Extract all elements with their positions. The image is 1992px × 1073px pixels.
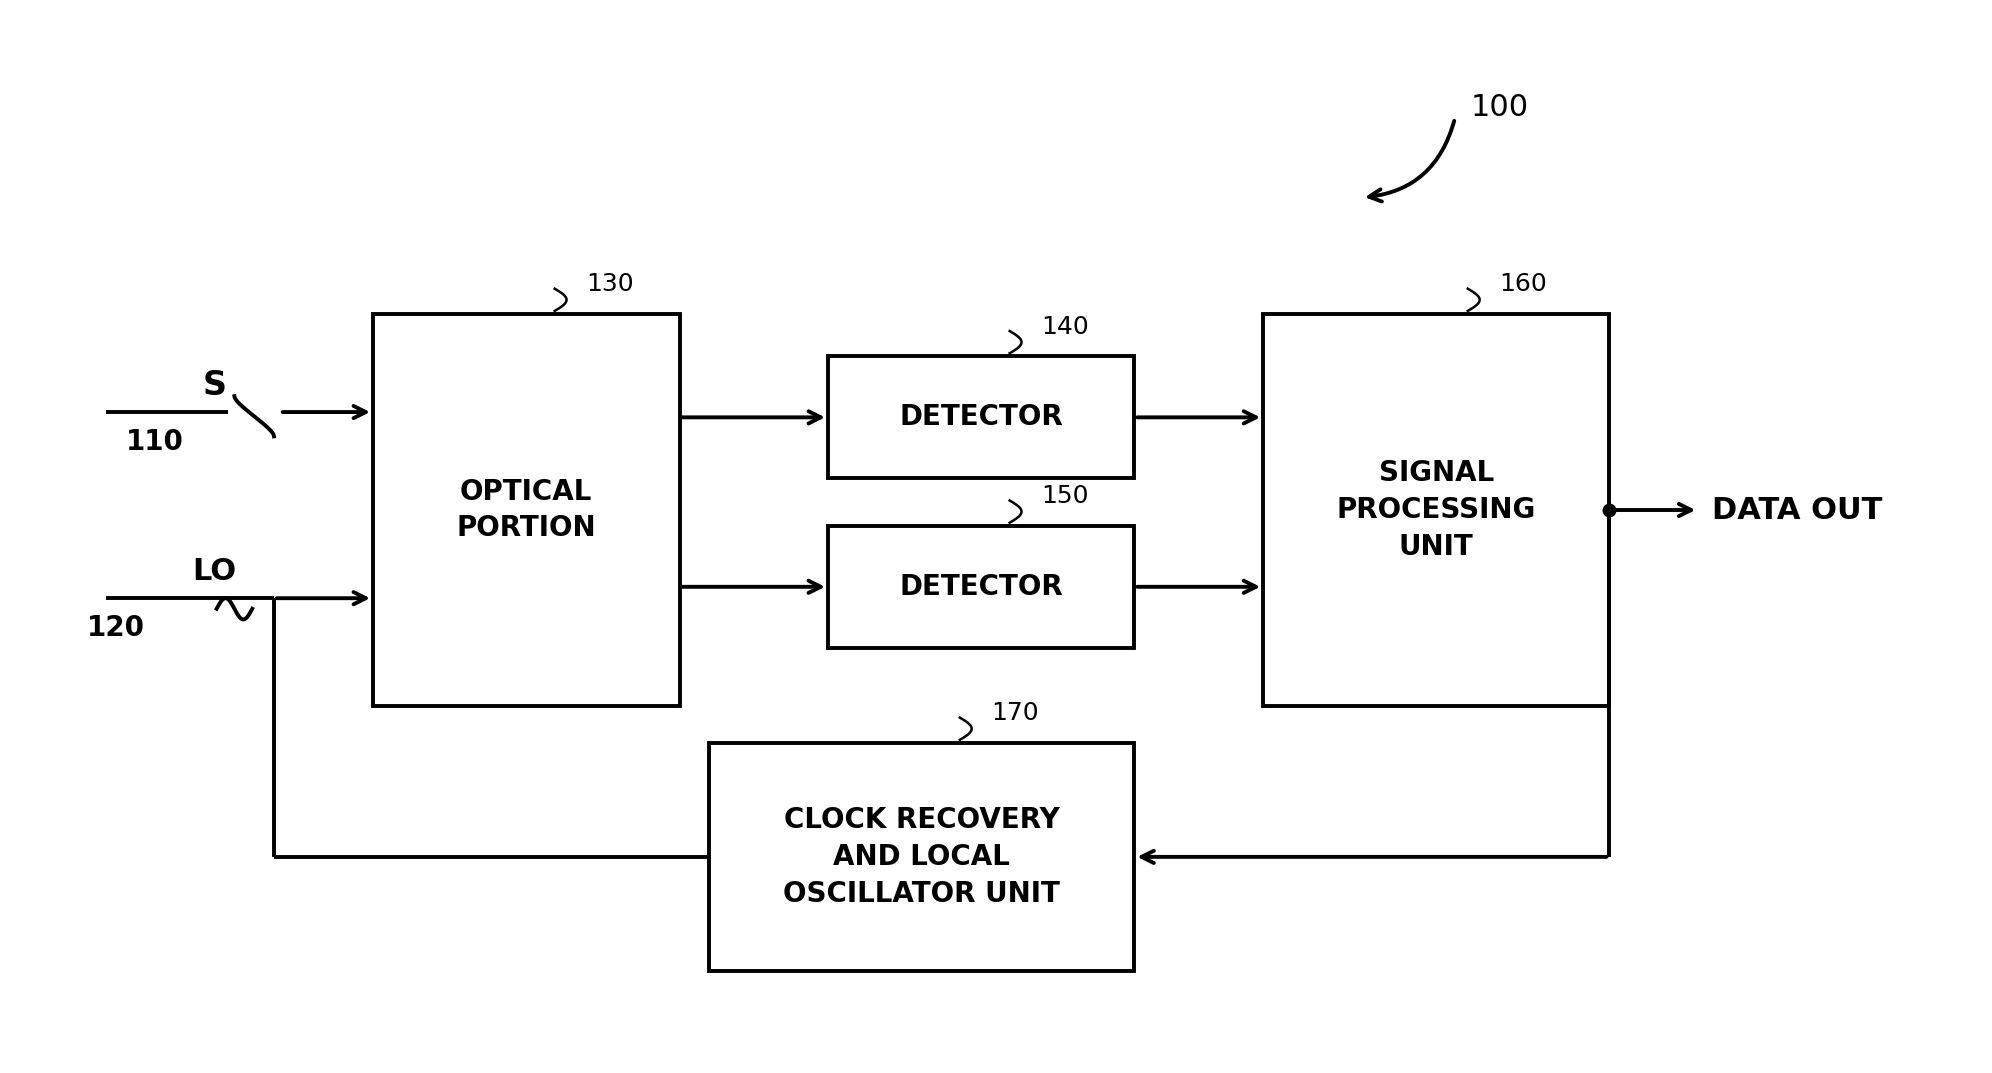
Text: 100: 100 <box>1470 93 1530 122</box>
Text: 160: 160 <box>1500 273 1548 296</box>
Text: DETECTOR: DETECTOR <box>898 403 1064 431</box>
FancyBboxPatch shape <box>829 526 1135 648</box>
Text: S: S <box>203 369 227 402</box>
Text: DATA OUT: DATA OUT <box>1711 496 1882 525</box>
Text: 130: 130 <box>586 273 633 296</box>
FancyBboxPatch shape <box>1263 314 1610 706</box>
Text: OPTICAL
PORTION: OPTICAL PORTION <box>456 477 596 543</box>
Text: 140: 140 <box>1042 314 1090 339</box>
Text: LO: LO <box>193 557 237 586</box>
Text: 150: 150 <box>1042 484 1090 509</box>
Text: 120: 120 <box>88 614 145 642</box>
Text: 170: 170 <box>992 702 1040 725</box>
Text: CLOCK RECOVERY
AND LOCAL
OSCILLATOR UNIT: CLOCK RECOVERY AND LOCAL OSCILLATOR UNIT <box>783 806 1060 908</box>
FancyBboxPatch shape <box>709 743 1135 971</box>
Text: SIGNAL
PROCESSING
UNIT: SIGNAL PROCESSING UNIT <box>1337 459 1536 561</box>
Text: 110: 110 <box>125 428 183 456</box>
Text: DETECTOR: DETECTOR <box>898 573 1064 601</box>
FancyBboxPatch shape <box>829 356 1135 479</box>
FancyBboxPatch shape <box>373 314 679 706</box>
